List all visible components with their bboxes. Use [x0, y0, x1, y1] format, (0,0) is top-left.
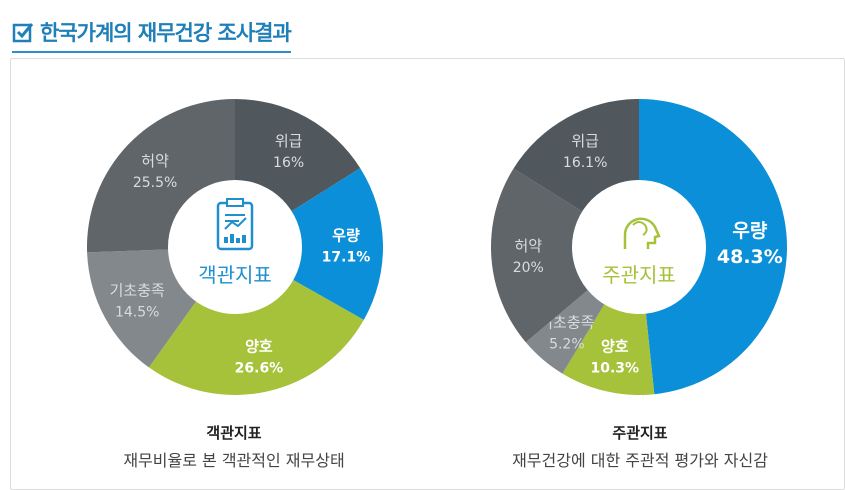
slice-label: 우량 — [732, 220, 767, 242]
head-icon — [623, 217, 661, 249]
slice-value: 16.1% — [563, 155, 607, 171]
slice-value: 17.1% — [322, 249, 371, 265]
slice-value: 5.2% — [549, 336, 585, 352]
slice-label: 위급 — [275, 132, 303, 150]
center-label: 주관지표 — [602, 263, 676, 287]
caption-subjective: 주관지표 재무건강에 대한 주관적 평가와 자신감 — [440, 422, 840, 471]
donut-slice — [525, 289, 605, 374]
slice-value: 14.5% — [115, 305, 159, 321]
donut-slice — [290, 168, 383, 320]
slice-value: 48.3% — [717, 246, 783, 268]
checkbox-icon — [12, 23, 34, 43]
center-label: 객관지표 — [198, 263, 272, 287]
clipboard-chart-icon — [216, 198, 254, 251]
donut-slice — [639, 99, 788, 395]
caption-subtitle: 재무비율로 본 객관적인 재무상태 — [123, 451, 345, 470]
slice-value: 10.3% — [590, 360, 639, 376]
page-title: 한국가계의 재무건강 조사결과 — [12, 17, 292, 53]
slice-label: 허약 — [141, 152, 169, 170]
slice-label: 양호 — [245, 337, 273, 355]
donut-slice — [148, 279, 364, 396]
slice-value: 20% — [513, 260, 544, 276]
donut-hole — [168, 180, 302, 314]
slice-value: 26.6% — [235, 360, 284, 376]
donut-slice — [491, 168, 589, 343]
slice-value: 16% — [273, 155, 304, 171]
donut-slice — [235, 99, 361, 212]
slice-value: 25.5% — [133, 175, 177, 191]
page-title-text: 한국가계의 재무건강 조사결과 — [40, 21, 292, 45]
caption-subtitle: 재무건강에 대한 주관적 평가와 자신감 — [512, 451, 768, 470]
slice-label: 양호 — [601, 337, 629, 355]
donut-charts: 위급 16% 우량 17.1% 양호 26.6% 기초충족 14.5% 허약 25.5% 객관지표 우… — [87, 99, 788, 396]
slice-label: 우량 — [332, 226, 360, 244]
caption-objective: 객관지표 재무비율로 본 객관적인 재무상태 — [34, 422, 434, 471]
slice-label: 허약 — [514, 237, 542, 255]
slice-label: 기초충족 — [110, 282, 165, 300]
slice-label: 위급 — [571, 132, 599, 150]
caption-title: 주관지표 — [612, 424, 668, 442]
caption-title: 객관지표 — [206, 424, 262, 442]
donut-slice — [87, 249, 197, 368]
donut-slice — [562, 303, 655, 395]
donut-slice — [87, 99, 235, 253]
donut-hole — [572, 180, 706, 314]
donut-slice — [513, 99, 639, 213]
